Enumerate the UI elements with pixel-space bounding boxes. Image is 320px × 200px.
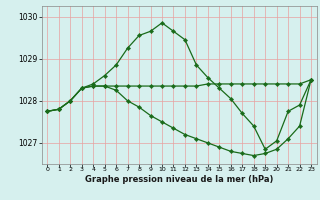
X-axis label: Graphe pression niveau de la mer (hPa): Graphe pression niveau de la mer (hPa): [85, 175, 273, 184]
